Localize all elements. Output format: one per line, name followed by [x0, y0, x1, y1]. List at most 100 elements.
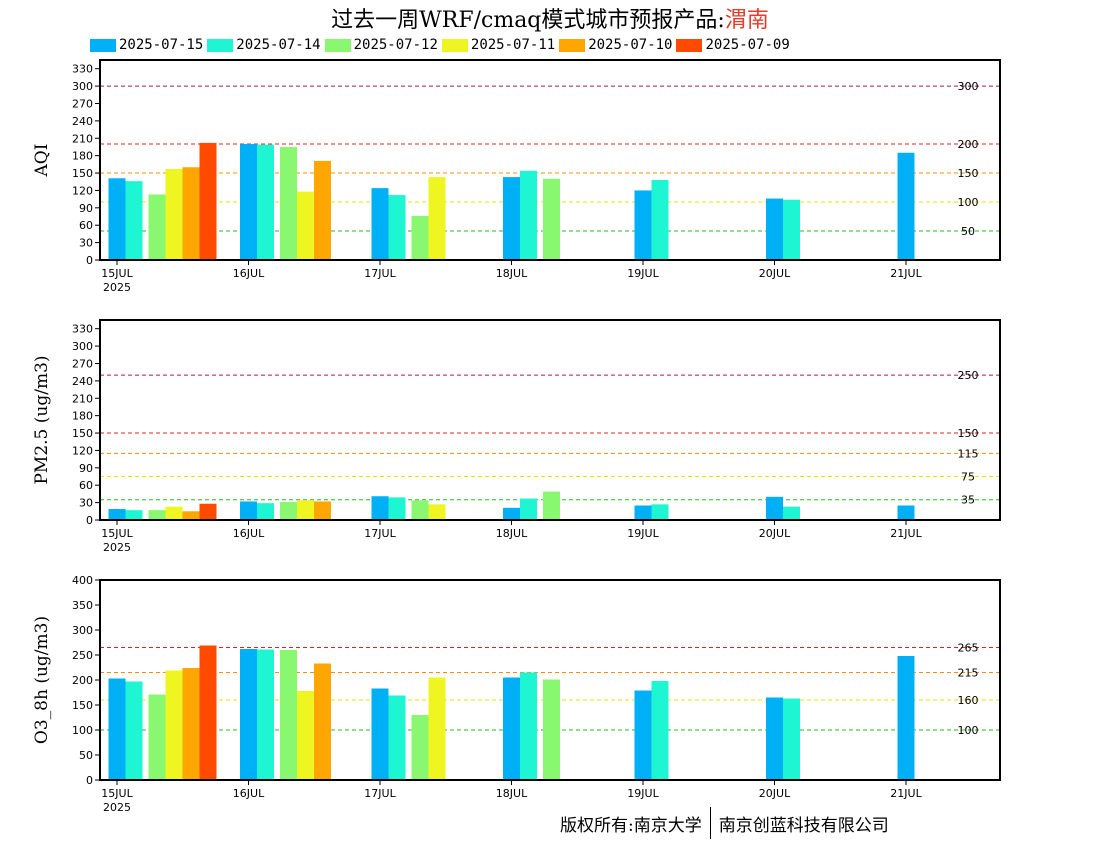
y-tick-label: 250 [72, 649, 93, 662]
legend-label: 2025-07-09 [705, 37, 790, 53]
bar-2025-07-15 [371, 496, 389, 520]
y-tick-label: 150 [72, 427, 93, 440]
bar-2025-07-11 [165, 506, 183, 520]
bar-2025-07-12 [148, 510, 166, 520]
bar-2025-07-09 [199, 142, 217, 260]
bar-2025-07-15 [897, 505, 915, 520]
y-tick-label: 0 [86, 254, 93, 267]
reference-line-label: 160 [958, 694, 979, 707]
bar-2025-07-14 [257, 503, 274, 520]
reference-line-label: 100 [958, 196, 979, 209]
bar-2025-07-14 [520, 672, 537, 780]
bar-2025-07-14 [520, 170, 537, 260]
bar-2025-07-12 [148, 694, 166, 780]
y-tick-label: 180 [72, 410, 93, 423]
bar-2025-07-14 [388, 497, 406, 520]
bar-2025-07-10 [314, 501, 331, 520]
legend: 2025-07-15 2025-07-14 2025-07-12 2025-07-11… [90, 36, 794, 54]
bar-2025-07-12 [543, 178, 560, 260]
bar-2025-07-11 [165, 670, 183, 780]
y-tick-label: 350 [72, 599, 93, 612]
bar-2025-07-14 [783, 506, 800, 520]
y-tick-label: 200 [72, 674, 93, 687]
y-tick-label: 150 [72, 699, 93, 712]
legend-item: 2025-07-10 [559, 37, 672, 53]
x-year-label: 2025 [103, 281, 131, 294]
bar-2025-07-10 [182, 511, 200, 520]
bar-2025-07-15 [108, 678, 126, 780]
bar-2025-07-15 [766, 198, 783, 260]
bar-2025-07-14 [257, 144, 274, 260]
x-tick-label: 15JUL [101, 527, 133, 540]
bar-2025-07-12 [280, 650, 297, 780]
bar-2025-07-11 [428, 177, 446, 260]
bar-2025-07-15 [897, 656, 915, 780]
y-tick-label: 0 [86, 774, 93, 787]
bar-2025-07-10 [314, 663, 331, 780]
bar-2025-07-14 [125, 181, 143, 260]
y-tick-label: 150 [72, 167, 93, 180]
y-tick-label: 30 [79, 497, 93, 510]
y-tick-label: 90 [79, 462, 93, 475]
reference-line-label: 75 [961, 471, 975, 484]
y-tick-label: 240 [72, 375, 93, 388]
y-tick-label: 300 [72, 624, 93, 637]
y-tick-label: 330 [72, 323, 93, 336]
bar-2025-07-12 [543, 679, 560, 780]
bar-2025-07-11 [428, 677, 446, 780]
y-tick-label: 270 [72, 97, 93, 110]
bar-2025-07-15 [371, 188, 389, 260]
bar-2025-07-10 [182, 668, 200, 780]
reference-line-label: 200 [958, 138, 979, 151]
bar-2025-07-12 [411, 715, 429, 780]
bar-2025-07-14 [388, 195, 406, 260]
bar-2025-07-12 [411, 500, 429, 520]
y-tick-label: 400 [72, 574, 93, 587]
bar-2025-07-14 [125, 681, 143, 780]
bar-2025-07-14 [520, 498, 537, 520]
bar-2025-07-15 [108, 178, 126, 260]
x-tick-label: 18JUL [496, 527, 528, 540]
legend-item: 2025-07-12 [324, 37, 438, 53]
bar-2025-07-09 [199, 503, 217, 520]
y-tick-label: 240 [72, 115, 93, 128]
bar-2025-07-11 [165, 168, 183, 260]
x-tick-label: 21JUL [890, 787, 922, 800]
legend-label: 2025-07-10 [588, 37, 673, 53]
bar-2025-07-15 [766, 697, 783, 780]
reference-line-label: 115 [958, 447, 979, 460]
copyright-separator [709, 807, 711, 839]
bar-2025-07-11 [297, 691, 314, 780]
bar-2025-07-14 [651, 681, 669, 780]
bar-2025-07-14 [651, 180, 669, 260]
legend-label: 2025-07-12 [353, 37, 438, 53]
bar-2025-07-12 [280, 502, 297, 520]
x-tick-label: 20JUL [759, 787, 791, 800]
bar-2025-07-15 [503, 177, 520, 260]
bar-2025-07-15 [503, 507, 520, 520]
reference-line-label: 150 [958, 167, 979, 180]
bar-2025-07-12 [148, 194, 166, 260]
reference-line-label: 250 [958, 369, 979, 382]
bar-2025-07-14 [257, 649, 274, 780]
legend-swatch [559, 38, 586, 52]
y-tick-label: 210 [72, 132, 93, 145]
bar-2025-07-14 [783, 698, 800, 780]
chart-panel-1: 250 150 115 75 35 0 30 60 90 120 150 180 210 240 270 30… [32, 319, 1001, 554]
reference-line-label: 100 [958, 724, 979, 737]
plot-frame [99, 319, 1001, 521]
x-tick-label: 17JUL [364, 527, 396, 540]
plot-frame [99, 59, 1001, 261]
bar-2025-07-15 [108, 508, 126, 520]
y-tick-label: 300 [72, 80, 93, 93]
reference-line-label: 50 [961, 225, 975, 238]
reference-line-label: 215 [958, 667, 979, 680]
x-tick-label: 18JUL [496, 267, 528, 280]
x-tick-label: 15JUL [101, 267, 133, 280]
legend-item: 2025-07-14 [207, 37, 321, 53]
x-tick-label: 17JUL [364, 787, 396, 800]
x-tick-label: 20JUL [759, 527, 791, 540]
y-tick-label: 120 [72, 184, 93, 197]
bar-2025-07-11 [428, 504, 446, 520]
